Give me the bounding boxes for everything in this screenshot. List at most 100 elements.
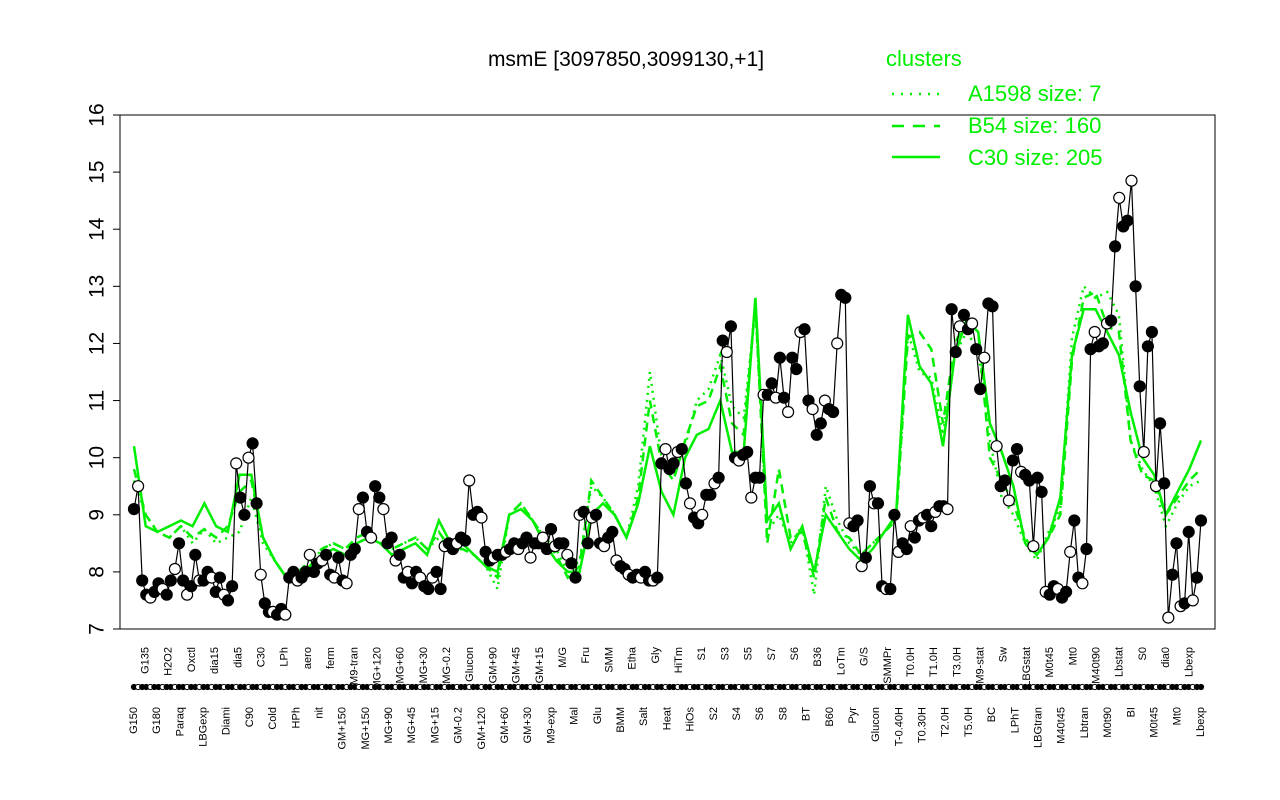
x-tick-label: LBGexp xyxy=(198,707,210,747)
x-tick-label: B60 xyxy=(824,707,836,727)
x-tick-label: M40t45 xyxy=(1056,707,1068,744)
x-tick-label: S3 xyxy=(719,647,731,660)
data-point xyxy=(127,503,141,516)
y-tick-label: 16 xyxy=(86,103,109,126)
legend-title: clusters xyxy=(886,46,962,71)
data-point xyxy=(1194,514,1208,527)
x-tick-label: HiTm xyxy=(673,647,685,673)
data-point xyxy=(655,457,668,470)
x-tick-label: nit xyxy=(314,707,326,719)
x-tick-label: GM+120 xyxy=(476,707,488,750)
x-tick-label: M9-stat xyxy=(975,647,987,684)
x-tick-label: MG+15 xyxy=(429,707,441,743)
x-tick-label: G135 xyxy=(140,647,152,674)
data-point xyxy=(557,537,570,550)
data-point xyxy=(1006,454,1020,467)
data-point xyxy=(185,580,198,593)
x-tick-label: GM+45 xyxy=(511,647,523,683)
x-tick-label: Etha xyxy=(627,646,639,670)
x-tick-label: M0t90 xyxy=(1102,707,1114,738)
y-tick-label: 15 xyxy=(86,160,109,183)
data-point xyxy=(606,525,619,539)
y-tick-label: 11 xyxy=(86,390,109,412)
x-tick-label: M9-exp xyxy=(545,707,557,744)
x-tick-label: GM+150 xyxy=(337,707,349,750)
data-point xyxy=(160,588,173,601)
data-point xyxy=(925,520,938,533)
x-tick-label: Cold xyxy=(267,707,279,730)
x-tick-label: B36 xyxy=(812,647,824,667)
data-point xyxy=(250,497,263,510)
data-point xyxy=(675,443,688,456)
data-point xyxy=(1035,485,1048,498)
data-point xyxy=(164,574,177,587)
x-tick-label: G150 xyxy=(128,707,140,734)
data-point xyxy=(1186,594,1199,607)
x-tick-label: MG-0.2 xyxy=(441,647,453,684)
data-point xyxy=(577,505,590,518)
x-tick-label: Glucon xyxy=(464,647,476,682)
data-point xyxy=(373,491,386,504)
data-point xyxy=(1145,325,1159,339)
x-tick-label: dia5 xyxy=(232,647,244,668)
x-tick-label: BT xyxy=(801,707,813,721)
data-point xyxy=(659,443,672,456)
x-tick-label: GM+30 xyxy=(522,707,534,743)
data-point xyxy=(242,451,255,464)
data-point xyxy=(279,608,292,621)
data-point xyxy=(667,457,680,470)
data-point xyxy=(1027,540,1040,553)
x-tick-label: Salt xyxy=(638,707,650,726)
data-point xyxy=(369,480,382,493)
data-point xyxy=(974,383,987,396)
x-tick-label: T3.0H xyxy=(951,647,963,677)
data-point xyxy=(798,323,811,336)
y-tick-label: 12 xyxy=(86,332,109,355)
data-point xyxy=(226,580,239,593)
legend-label-a1598: A1598 size: 7 xyxy=(968,81,1101,106)
x-tick-label: Sw xyxy=(998,647,1010,662)
data-point xyxy=(213,571,226,584)
x-tick-label: S2 xyxy=(708,707,720,720)
x-tick-label: Fru xyxy=(580,647,592,664)
data-point xyxy=(814,417,827,430)
x-tick-label: MG+150 xyxy=(360,707,372,750)
data-point xyxy=(986,300,999,313)
data-point xyxy=(1166,568,1179,581)
data-point xyxy=(753,471,766,484)
x-tick-label: M0t45 xyxy=(1149,707,1161,738)
x-tick-label: T5.0H xyxy=(963,707,975,737)
data-point xyxy=(524,551,537,564)
x-tick-label: S5 xyxy=(743,647,755,660)
data-point xyxy=(773,351,787,364)
data-point xyxy=(1125,174,1138,187)
x-tick-label: MG+120 xyxy=(372,647,384,690)
series-line-solid xyxy=(132,297,1203,580)
data-point xyxy=(1076,577,1089,590)
data-point xyxy=(238,508,251,521)
x-tick-label: S6 xyxy=(789,647,801,660)
data-point xyxy=(1059,585,1073,599)
x-tick-label: GM+15 xyxy=(534,647,546,683)
data-point xyxy=(1096,337,1110,350)
data-point xyxy=(589,508,603,521)
x-tick-label: LBGtran xyxy=(1033,707,1045,748)
x-tick-label: MG+90 xyxy=(383,707,395,743)
data-point xyxy=(949,345,962,359)
data-point xyxy=(352,503,365,516)
data-point xyxy=(1068,514,1081,527)
data-point xyxy=(340,577,353,590)
x-tick-label: dia15 xyxy=(209,647,221,674)
data-point xyxy=(871,497,885,510)
data-point xyxy=(765,377,778,390)
data-point xyxy=(745,491,758,504)
y-tick-label: 10 xyxy=(86,446,109,469)
data-point xyxy=(132,480,145,493)
x-tick-label: GM-0.2 xyxy=(453,707,465,744)
data-point xyxy=(945,303,958,316)
x-tick-label: S0 xyxy=(1137,647,1149,660)
data-point xyxy=(679,477,693,490)
x-tick-label: S4 xyxy=(731,707,743,720)
data-point xyxy=(1170,537,1183,550)
legend-label-c30: C30 size: 205 xyxy=(968,145,1103,170)
